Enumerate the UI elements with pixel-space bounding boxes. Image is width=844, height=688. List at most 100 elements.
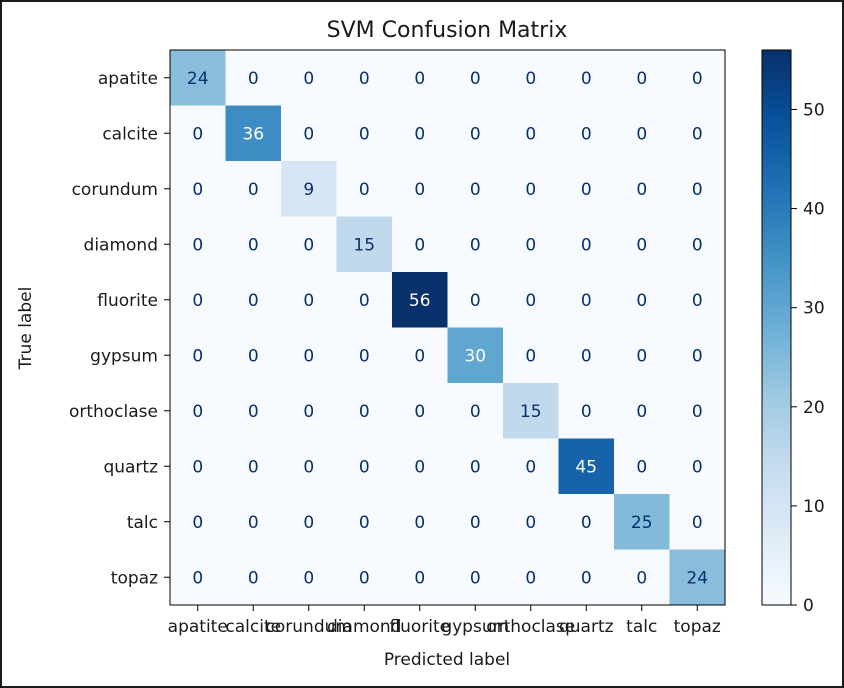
x-tick-label: gypsum xyxy=(441,617,509,637)
cell-value-label: 0 xyxy=(414,235,425,255)
cell-value-label: 0 xyxy=(359,346,370,366)
cell-value-label: 0 xyxy=(359,568,370,588)
cell-value-label: 0 xyxy=(248,180,259,200)
heatmap-cell xyxy=(281,161,337,217)
heatmap-cell xyxy=(392,272,448,328)
cell-value-label: 0 xyxy=(692,513,703,533)
heatmap-cell xyxy=(558,327,615,384)
cell-value-label: 0 xyxy=(192,180,203,200)
cell-value-label: 0 xyxy=(636,124,647,144)
heatmap-cell xyxy=(614,494,670,550)
colorbar-tick-label: 10 xyxy=(803,497,825,517)
y-tick-label: gypsum xyxy=(90,346,158,366)
cell-value-label: 0 xyxy=(192,402,203,422)
cell-value-label: 0 xyxy=(636,180,647,200)
heatmap-cell xyxy=(614,216,670,273)
y-tick-label: talc xyxy=(127,513,158,533)
cell-value-label: 0 xyxy=(303,346,314,366)
heatmap-cell xyxy=(669,272,726,328)
cell-value-label: 0 xyxy=(525,180,536,200)
heatmap-cell xyxy=(669,549,726,606)
cell-value-label: 0 xyxy=(359,180,370,200)
heatmap-cell xyxy=(669,494,726,550)
heatmap-cell xyxy=(503,383,559,439)
heatmap-cell xyxy=(447,549,504,606)
cell-value-label: 0 xyxy=(192,124,203,144)
cell-value-label: 0 xyxy=(414,402,425,422)
cell-value-label: 0 xyxy=(248,69,259,89)
y-tick-label: topaz xyxy=(111,568,158,588)
heatmap-cell xyxy=(558,438,615,495)
heatmap-cell xyxy=(170,50,226,106)
cell-value-label: 0 xyxy=(470,513,481,533)
cell-value-label: 0 xyxy=(636,402,647,422)
heatmap-cell xyxy=(170,549,226,606)
heatmap-cell xyxy=(281,327,337,384)
heatmap-cell xyxy=(447,438,504,495)
heatmap-cell xyxy=(336,50,393,106)
heatmap-cell xyxy=(225,383,282,439)
cell-value-label: 0 xyxy=(248,568,259,588)
cell-value-label: 0 xyxy=(581,346,592,366)
heatmap-cell xyxy=(336,327,393,384)
colorbar-tick-label: 30 xyxy=(803,299,825,319)
cell-value-label: 0 xyxy=(470,180,481,200)
heatmap-cell xyxy=(392,327,448,384)
cell-value-label: 0 xyxy=(414,180,425,200)
cell-value-label: 0 xyxy=(692,180,703,200)
x-tick-label: calcite xyxy=(225,617,281,637)
heatmap-cell xyxy=(392,105,448,162)
heatmap-cell xyxy=(614,327,670,384)
y-tick-label: corundum xyxy=(72,180,158,200)
heatmap-cell xyxy=(558,272,615,328)
heatmap-cell xyxy=(558,50,615,106)
y-tick-label: diamond xyxy=(84,235,158,255)
cell-value-label: 0 xyxy=(359,457,370,477)
heatmap-cell xyxy=(503,50,559,106)
heatmap-cell xyxy=(225,50,282,106)
heatmap-cell xyxy=(281,272,337,328)
cell-value-label: 15 xyxy=(353,235,375,255)
cell-value-label: 0 xyxy=(692,291,703,311)
heatmap-cell xyxy=(170,161,226,217)
cell-value-label: 0 xyxy=(692,457,703,477)
heatmap-cell xyxy=(447,494,504,550)
cell-value-label: 0 xyxy=(248,235,259,255)
colorbar-tick-label: 50 xyxy=(803,100,825,120)
cell-value-label: 0 xyxy=(636,69,647,89)
cell-value-label: 0 xyxy=(636,346,647,366)
y-tick-label: quartz xyxy=(103,457,158,477)
cell-value-label: 45 xyxy=(575,457,597,477)
heatmap-cell xyxy=(281,50,337,106)
heatmap-cell xyxy=(614,272,670,328)
heatmap-cell xyxy=(281,438,337,495)
colorbar-tick-label: 20 xyxy=(803,398,825,418)
cell-value-label: 0 xyxy=(303,402,314,422)
cell-value-label: 0 xyxy=(692,346,703,366)
cell-value-label: 25 xyxy=(631,513,653,533)
heatmap-cell xyxy=(614,549,670,606)
heatmap-cell xyxy=(503,438,559,495)
x-tick-label: orthoclase xyxy=(486,617,575,637)
cell-value-label: 0 xyxy=(359,69,370,89)
heatmap-cell xyxy=(669,383,726,439)
heatmap-cell xyxy=(392,216,448,273)
heatmap-cell xyxy=(225,216,282,273)
cell-value-label: 0 xyxy=(414,346,425,366)
cell-value-label: 0 xyxy=(636,291,647,311)
heatmap-cell xyxy=(558,161,615,217)
cell-value-label: 0 xyxy=(525,346,536,366)
heatmap-cell xyxy=(170,272,226,328)
heatmap-cell xyxy=(503,105,559,162)
heatmap-cell xyxy=(503,494,559,550)
heatmap-cell xyxy=(392,438,448,495)
cell-value-label: 0 xyxy=(248,291,259,311)
heatmap-cell xyxy=(170,383,226,439)
y-tick-label: fluorite xyxy=(97,291,158,311)
heatmap-cell xyxy=(503,272,559,328)
cell-value-label: 0 xyxy=(470,568,481,588)
cell-value-label: 0 xyxy=(525,235,536,255)
chart-title: SVM Confusion Matrix xyxy=(327,18,568,43)
heatmap-cell xyxy=(669,327,726,384)
heatmap-cell xyxy=(392,549,448,606)
